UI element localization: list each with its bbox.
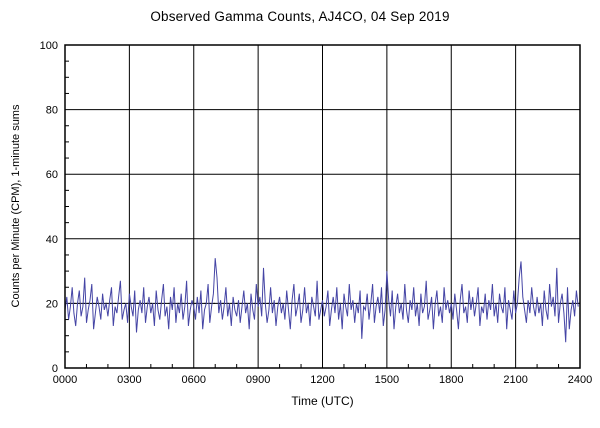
chart-title: Observed Gamma Counts, AJ4CO, 04 Sep 201… [150,9,450,24]
gamma-counts-trace [64,258,579,343]
y-tick-label: 20 [46,298,58,310]
y-tick-label: 80 [46,105,58,117]
x-tick-label: 0600 [182,374,206,386]
plot-frame [64,44,581,369]
x-tick-label: 2400 [568,374,592,386]
x-tick-label: 2100 [503,374,527,386]
x-tick-label: 1800 [439,374,463,386]
y-tick-label: 0 [52,363,58,375]
y-tick-label: 60 [46,169,58,181]
y-tick-label: 100 [40,40,58,52]
x-tick-label: 0300 [117,374,141,386]
y-tick-label: 40 [46,234,58,246]
x-axis-label: Time (UTC) [291,394,354,408]
x-tick-label: 1500 [375,374,399,386]
x-tick-label: 0000 [53,374,77,386]
x-tick-label: 1200 [310,374,334,386]
x-tick-label: 0900 [246,374,270,386]
